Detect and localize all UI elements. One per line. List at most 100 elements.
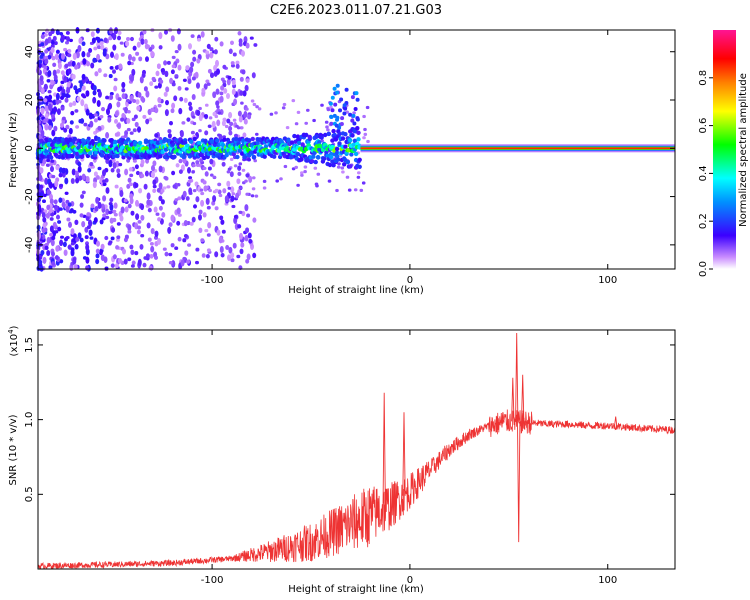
spectrogram-noise-cell [205, 50, 210, 55]
spectrogram-noise-cell [86, 212, 91, 217]
spectrogram-noise-cell [75, 51, 80, 59]
spectrogram-band-cell [137, 140, 143, 146]
spectrogram-noise-cell [61, 116, 66, 121]
spectrogram-noise-cell [230, 186, 235, 193]
spectrogram-noise-cell [53, 199, 58, 205]
spectrogram-noise-cell [230, 252, 235, 259]
spectrogram-noise-cell [151, 76, 156, 81]
spectrogram-noise-cell [50, 47, 55, 54]
spectrogram-noise-cell [107, 117, 112, 123]
spectrogram-band-cell [295, 151, 301, 157]
spectrogram-noise-cell [164, 29, 168, 35]
spectrogram-noise-cell [247, 158, 251, 162]
spectrogram-noise-cell [70, 228, 75, 236]
figure-title: C2E6.2023.011.07.21.G03 [270, 3, 442, 18]
spectrogram-noise-cell [57, 62, 62, 70]
spectrogram-noise-cell [143, 86, 148, 92]
spectrogram-band-cell [311, 154, 316, 159]
spectrogram-noise-cell [225, 244, 230, 251]
spectrogram-noise-cell [200, 191, 205, 196]
spectrogram-noise-cell [57, 100, 62, 104]
spectrogram-noise-cell [54, 230, 59, 234]
spectrogram-noise-cell [206, 248, 211, 253]
spectrogram-noise-cell [38, 174, 43, 182]
spectrogram-noise-cell [131, 56, 136, 62]
colorbar-tick-label: 0.4 [698, 165, 709, 181]
spectrogram-noise-cell [95, 27, 100, 34]
spectrogram-noise-cell [300, 171, 304, 175]
spectrogram-noise-cell [140, 203, 145, 211]
spectrogram-noise-cell [224, 124, 229, 129]
spectrogram-noise-cell [356, 175, 361, 179]
spectrogram-noise-cell [117, 97, 122, 102]
spectrogram-noise-cell [40, 87, 45, 94]
spectrogram-band-cell [357, 164, 362, 169]
spectrogram-noise-cell [227, 167, 232, 171]
spectrogram-noise-cell [43, 65, 48, 70]
spectrogram-noise-cell [64, 97, 69, 103]
spectrogram-noise-cell [119, 41, 124, 45]
spectrogram-noise-cell [102, 179, 107, 184]
spectrogram-noise-cell [70, 110, 75, 116]
spectrogram-noise-cell [214, 36, 219, 42]
spectrogram-noise-cell [46, 236, 51, 244]
spectrogram-noise-cell [60, 70, 65, 76]
spectrogram-noise-cell [64, 191, 69, 196]
spectrogram-noise-cell [114, 110, 119, 117]
spectrogram-noise-cell [205, 197, 210, 205]
spectrogram-noise-cell [294, 122, 299, 126]
spectrogram-noise-cell [165, 99, 169, 106]
spectrogram-noise-cell [215, 100, 220, 107]
spectrogram-noise-cell [80, 118, 85, 124]
spectrogram-band-cell [314, 134, 320, 139]
spectrogram-noise-cell [134, 121, 139, 128]
spectrogram-noise-cell [65, 124, 70, 130]
spectrogram-noise-cell [201, 87, 206, 94]
spectrogram-noise-cell [116, 123, 121, 128]
spectrogram-noise-cell [157, 103, 162, 108]
spectrogram-noise-cell [116, 168, 121, 174]
spectrogram-noise-cell [341, 170, 345, 174]
spectrogram-noise-cell [145, 118, 150, 125]
spectrogram-band-cell [338, 108, 342, 113]
spectrogram-noise-cell [363, 132, 368, 136]
spectrogram-noise-cell [279, 177, 283, 181]
spectrogram-noise-cell [213, 49, 218, 55]
spectrogram-noise-cell [196, 58, 201, 64]
spectrogram-noise-cell [156, 63, 161, 70]
spectrogram-noise-cell [41, 212, 46, 219]
spectrogram-noise-cell [63, 127, 68, 133]
spectrogram-noise-cell [64, 63, 69, 69]
spectrogram-noise-cell [172, 184, 177, 189]
spectrogram-noise-cell [196, 109, 201, 116]
spectrogram-noise-cell [64, 177, 69, 185]
spectrogram-noise-cell [249, 36, 254, 40]
spectrogram-noise-cell [255, 105, 259, 109]
spectrogram-noise-cell [241, 50, 245, 57]
spectrogram-noise-cell [48, 208, 53, 214]
spectrogram-noise-cell [81, 93, 85, 97]
spectrogram-noise-cell [51, 235, 56, 241]
spectrogram-noise-cell [219, 215, 224, 221]
spectrogram-noise-cell [150, 107, 155, 112]
spectrogram-noise-cell [55, 29, 60, 36]
spectrogram-noise-cell [68, 127, 73, 135]
spectrogram-band-cell [263, 144, 269, 149]
spectrogram-noise-cell [252, 176, 256, 180]
spectrogram-noise-cell [68, 221, 72, 228]
spectrogram-noise-cell [77, 161, 82, 167]
spectrogram-noise-cell [136, 229, 141, 235]
spectrogram-noise-cell [121, 87, 126, 93]
spectrogram-band-cell [262, 154, 267, 159]
spectrogram-noise-cell [109, 217, 114, 224]
spectrogram-noise-cell [108, 102, 113, 110]
spectrogram-noise-cell [40, 42, 45, 47]
spectrogram-noise-cell [221, 120, 226, 127]
colorbar-tick-label: 0.2 [698, 213, 709, 229]
spectrogram-noise-cell [129, 173, 134, 178]
spectrogram-noise-cell [65, 235, 70, 240]
spectrogram-noise-cell [254, 194, 259, 198]
snr-y-tick-label: 1.5 [24, 337, 35, 353]
spectrogram-band-cell [202, 155, 207, 161]
